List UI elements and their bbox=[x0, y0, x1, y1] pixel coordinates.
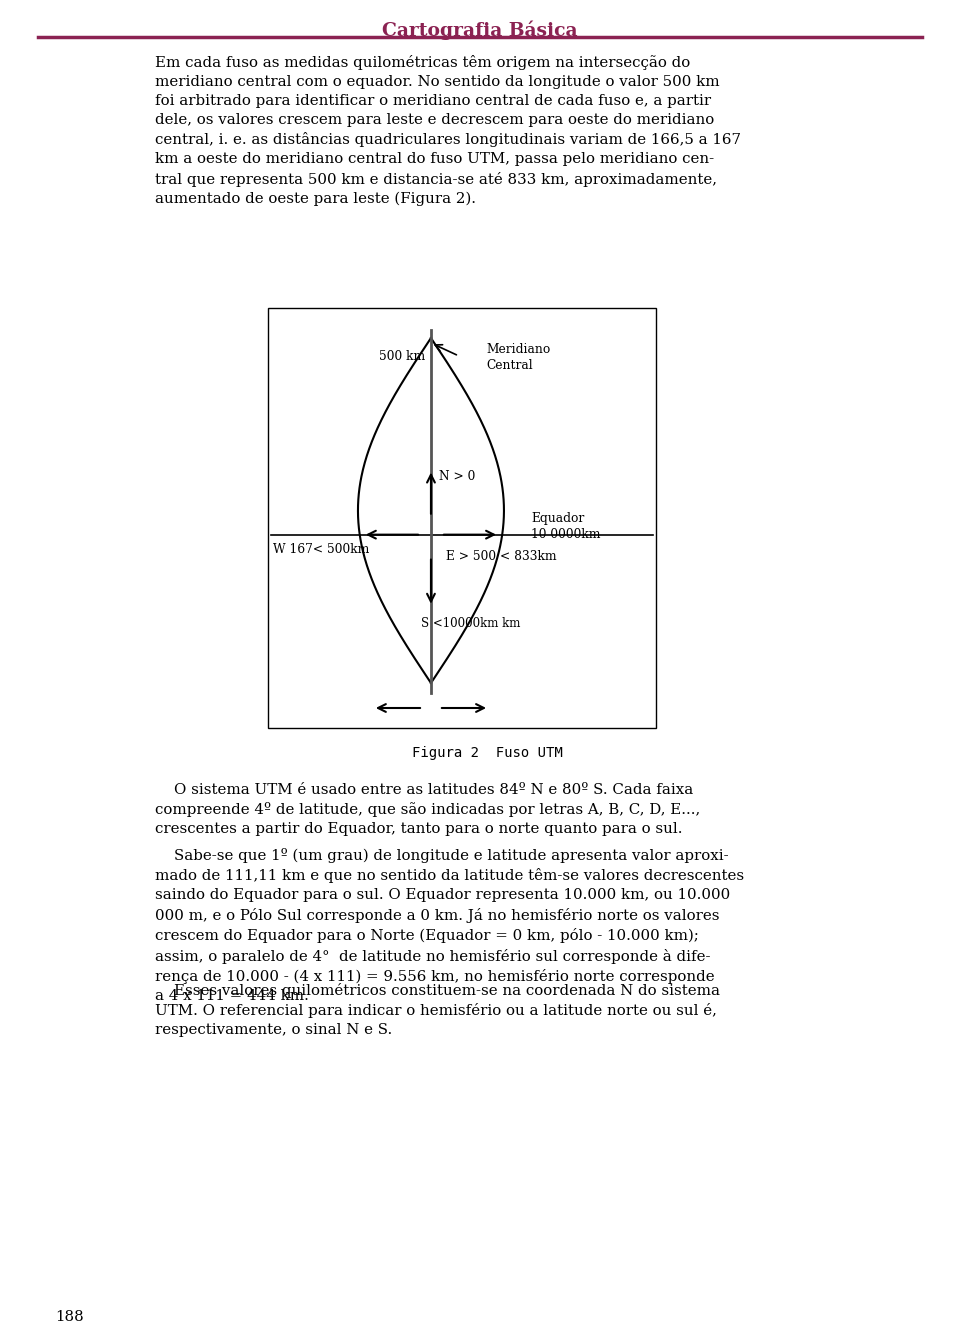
Text: Figura 2  Fuso UTM: Figura 2 Fuso UTM bbox=[412, 745, 563, 760]
Text: Esses valores quilométricos constituem-se na coordenada N do sistema
UTM. O refe: Esses valores quilométricos constituem-s… bbox=[155, 983, 720, 1037]
Text: S <10000km km: S <10000km km bbox=[421, 617, 520, 629]
Text: Equador
10 0000km: Equador 10 0000km bbox=[531, 512, 600, 541]
Text: Sabe-se que 1º (um grau) de longitude e latitude apresenta valor aproxi-
mado de: Sabe-se que 1º (um grau) de longitude e … bbox=[155, 848, 744, 1003]
Text: Em cada fuso as medidas quilométricas têm origem na intersecção do
meridiano cen: Em cada fuso as medidas quilométricas tê… bbox=[155, 55, 741, 206]
Text: E > 500 < 833km: E > 500 < 833km bbox=[446, 549, 557, 562]
Text: W 167< 500km: W 167< 500km bbox=[273, 542, 370, 556]
Text: N > 0: N > 0 bbox=[439, 470, 475, 484]
Text: 500 km: 500 km bbox=[379, 350, 425, 363]
Text: Meridiano
Central: Meridiano Central bbox=[486, 343, 550, 371]
Text: O sistema UTM é usado entre as latitudes 84º N e 80º S. Cada faixa
compreende 4º: O sistema UTM é usado entre as latitudes… bbox=[155, 783, 700, 836]
Bar bbox=[268, 309, 656, 728]
Text: 188: 188 bbox=[55, 1311, 84, 1324]
Text: Cartografia Básica: Cartografia Básica bbox=[382, 20, 578, 40]
